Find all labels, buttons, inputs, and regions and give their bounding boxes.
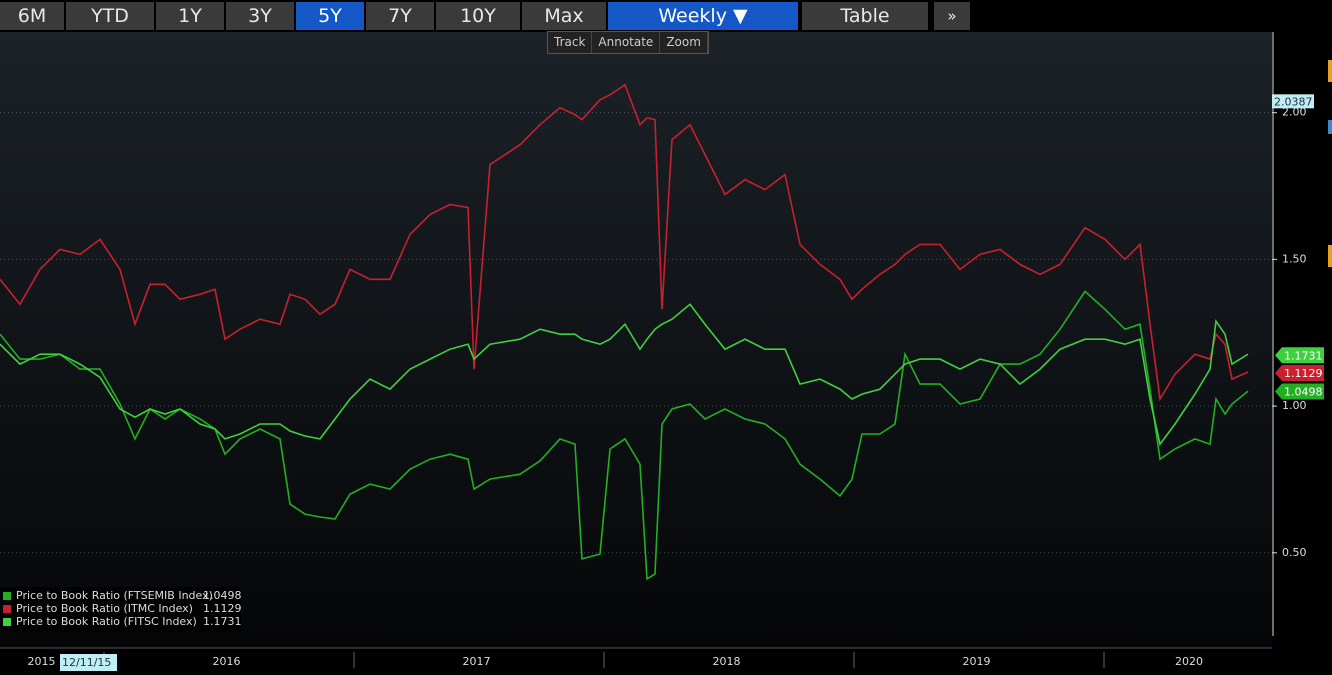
legend-label: Price to Book Ratio (FTSEMIB Index) xyxy=(16,589,213,602)
toolbar-button[interactable]: » xyxy=(934,2,970,30)
x-tick-label: 2015 xyxy=(28,655,56,668)
legend-value: 1.0498 xyxy=(203,589,242,602)
legend-swatch xyxy=(3,605,11,613)
toolbar-button[interactable]: 1Y xyxy=(156,2,224,30)
crosshair-y-label: 2.0387 xyxy=(1274,95,1313,108)
tool-button[interactable]: Track xyxy=(548,32,593,53)
toolbar-button[interactable]: YTD xyxy=(66,2,154,30)
legend-value: 1.1731 xyxy=(203,615,242,628)
series-line xyxy=(0,290,1249,581)
last-value-label: 1.1129 xyxy=(1284,367,1323,380)
side-tab xyxy=(1328,120,1332,134)
last-value-label: 1.0498 xyxy=(1284,385,1323,398)
side-tab xyxy=(1328,245,1332,267)
crosshair-x-label: 12/11/15 xyxy=(62,656,111,669)
legend-swatch xyxy=(3,618,11,626)
series-line xyxy=(0,303,1249,447)
legend: Price to Book Ratio (FTSEMIB Index)1.049… xyxy=(0,587,242,632)
crosshair-y-box xyxy=(1272,94,1314,109)
toolbar-button[interactable]: Weekly ▼ xyxy=(608,2,798,30)
axis-bg xyxy=(1272,32,1332,648)
x-axis-bg xyxy=(0,648,1332,675)
toolbar-button[interactable]: 10Y xyxy=(436,2,520,30)
legend-label: Price to Book Ratio (ITMC Index) xyxy=(16,602,193,615)
x-tick-label: 2017 xyxy=(463,655,491,668)
toolbar-button[interactable]: Max xyxy=(522,2,606,30)
toolbar-button[interactable]: 6M xyxy=(0,2,64,30)
legend-value: 1.1129 xyxy=(203,602,242,615)
y-tick-label: 1.00 xyxy=(1282,399,1307,412)
legend-label: Price to Book Ratio (FITSC Index) xyxy=(16,615,197,628)
y-tick-label: 2.00 xyxy=(1282,106,1307,119)
tool-button[interactable]: Zoom xyxy=(660,32,708,53)
legend-swatch xyxy=(3,592,11,600)
last-value-tag xyxy=(1275,347,1324,364)
legend-bg xyxy=(0,587,241,632)
series-line xyxy=(0,83,1249,402)
x-tick-label: 2018 xyxy=(713,655,741,668)
last-value-tag xyxy=(1275,383,1324,400)
toolbar: 6M YTD 1Y 3Y 5Y 7Y 10Y Max Weekly ▼ Table» xyxy=(0,0,1332,30)
y-tick-label: 0.50 xyxy=(1282,546,1307,559)
last-value-label: 1.1731 xyxy=(1284,349,1323,362)
toolbar-button[interactable]: 3Y xyxy=(226,2,294,30)
toolbar-button[interactable]: 7Y xyxy=(366,2,434,30)
plot-bg xyxy=(0,32,1272,648)
y-tick-label: 1.50 xyxy=(1282,252,1307,265)
side-tab xyxy=(1328,60,1332,82)
x-tick-label: 2019 xyxy=(963,655,991,668)
x-tick-label: 2020 xyxy=(1175,655,1203,668)
toolbar-button[interactable]: Table xyxy=(802,2,928,30)
toolbar-button[interactable]: 5Y xyxy=(296,2,364,30)
chart-tools: Track Annotate Zoom xyxy=(547,31,709,54)
last-value-tag xyxy=(1275,364,1324,381)
x-tick-label: 2016 xyxy=(213,655,241,668)
tool-button[interactable]: Annotate xyxy=(592,32,661,53)
crosshair-x-box xyxy=(60,654,117,671)
